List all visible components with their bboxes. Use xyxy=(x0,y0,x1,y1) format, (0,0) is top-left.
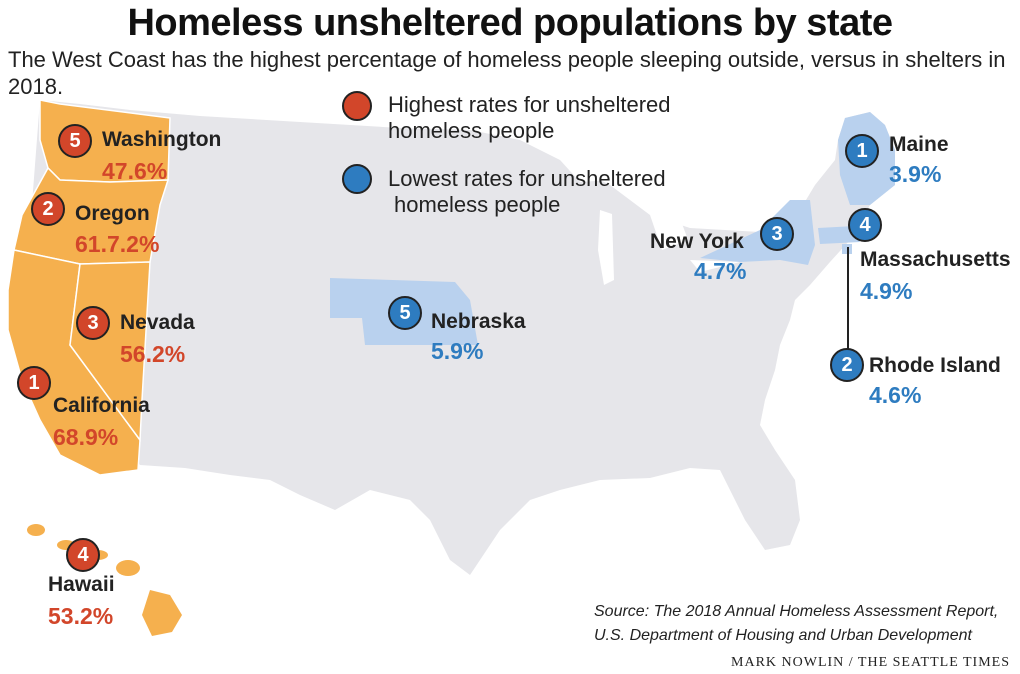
new-york-shape xyxy=(700,200,815,265)
maine-value: 3.9% xyxy=(889,161,942,187)
legend-low-label: Lowest rates for unsheltered homeless pe… xyxy=(388,166,666,218)
map-subtitle: The West Coast has the highest percentag… xyxy=(8,47,1006,99)
maine-rank-badge: 1 xyxy=(845,134,879,168)
new-york-value: 4.7% xyxy=(694,258,747,284)
legend-high-line1: Highest rates for unsheltered xyxy=(388,92,671,117)
rhode-island-rank-badge: 2 xyxy=(830,348,864,382)
nevada-value: 56.2% xyxy=(120,341,186,367)
massachusetts-label: Massachusetts xyxy=(860,248,1011,271)
source-line1: Source: The 2018 Annual Homeless Assessm… xyxy=(594,603,999,620)
washington-label: Washington xyxy=(102,128,222,151)
legend-high-label: Highest rates for unsheltered homeless p… xyxy=(388,92,671,144)
massachusetts-value: 4.9% xyxy=(860,278,913,304)
hawaii-value: 53.2% xyxy=(48,603,114,629)
legend-high-swatch xyxy=(342,91,372,121)
rhode-island-value: 4.6% xyxy=(869,382,922,408)
nebraska-rank-badge: 5 xyxy=(388,296,422,330)
california-value: 68.9% xyxy=(53,424,119,450)
source-note: Source: The 2018 Annual Homeless Assessm… xyxy=(594,600,998,648)
oregon-rank-badge: 2 xyxy=(31,192,65,226)
oregon-label: Oregon xyxy=(75,202,150,225)
hawaii-label: Hawaii xyxy=(48,573,115,596)
new-york-label: New York xyxy=(650,230,744,253)
legend-low-line1: Lowest rates for unsheltered xyxy=(388,166,666,191)
great-lakes xyxy=(560,160,740,285)
rhode-island-label: Rhode Island xyxy=(869,354,1001,377)
byline-credit: MARK NOWLIN / THE SEATTLE TIMES xyxy=(731,655,1010,670)
legend-low-line2: homeless people xyxy=(394,192,561,217)
washington-rank-badge: 5 xyxy=(58,124,92,158)
nevada-rank-badge: 3 xyxy=(76,306,110,340)
washington-value: 47.6% xyxy=(102,158,168,184)
massachusetts-rank-badge: 4 xyxy=(848,208,882,242)
nebraska-value: 5.9% xyxy=(431,338,484,364)
source-line2: U.S. Department of Housing and Urban Dev… xyxy=(594,627,972,644)
rhode-island-leader-line xyxy=(847,247,849,357)
map-title: Homeless unsheltered populations by stat… xyxy=(127,2,893,44)
legend-high-line2: homeless people xyxy=(388,118,555,143)
oregon-value: 61.7.2% xyxy=(75,231,160,257)
legend-low-swatch xyxy=(342,164,372,194)
california-label: California xyxy=(53,394,150,417)
nebraska-label: Nebraska xyxy=(431,310,526,333)
nevada-label: Nevada xyxy=(120,311,195,334)
california-rank-badge: 1 xyxy=(17,366,51,400)
maine-label: Maine xyxy=(889,133,949,156)
hawaii-rank-badge: 4 xyxy=(66,538,100,572)
new-york-rank-badge: 3 xyxy=(760,217,794,251)
